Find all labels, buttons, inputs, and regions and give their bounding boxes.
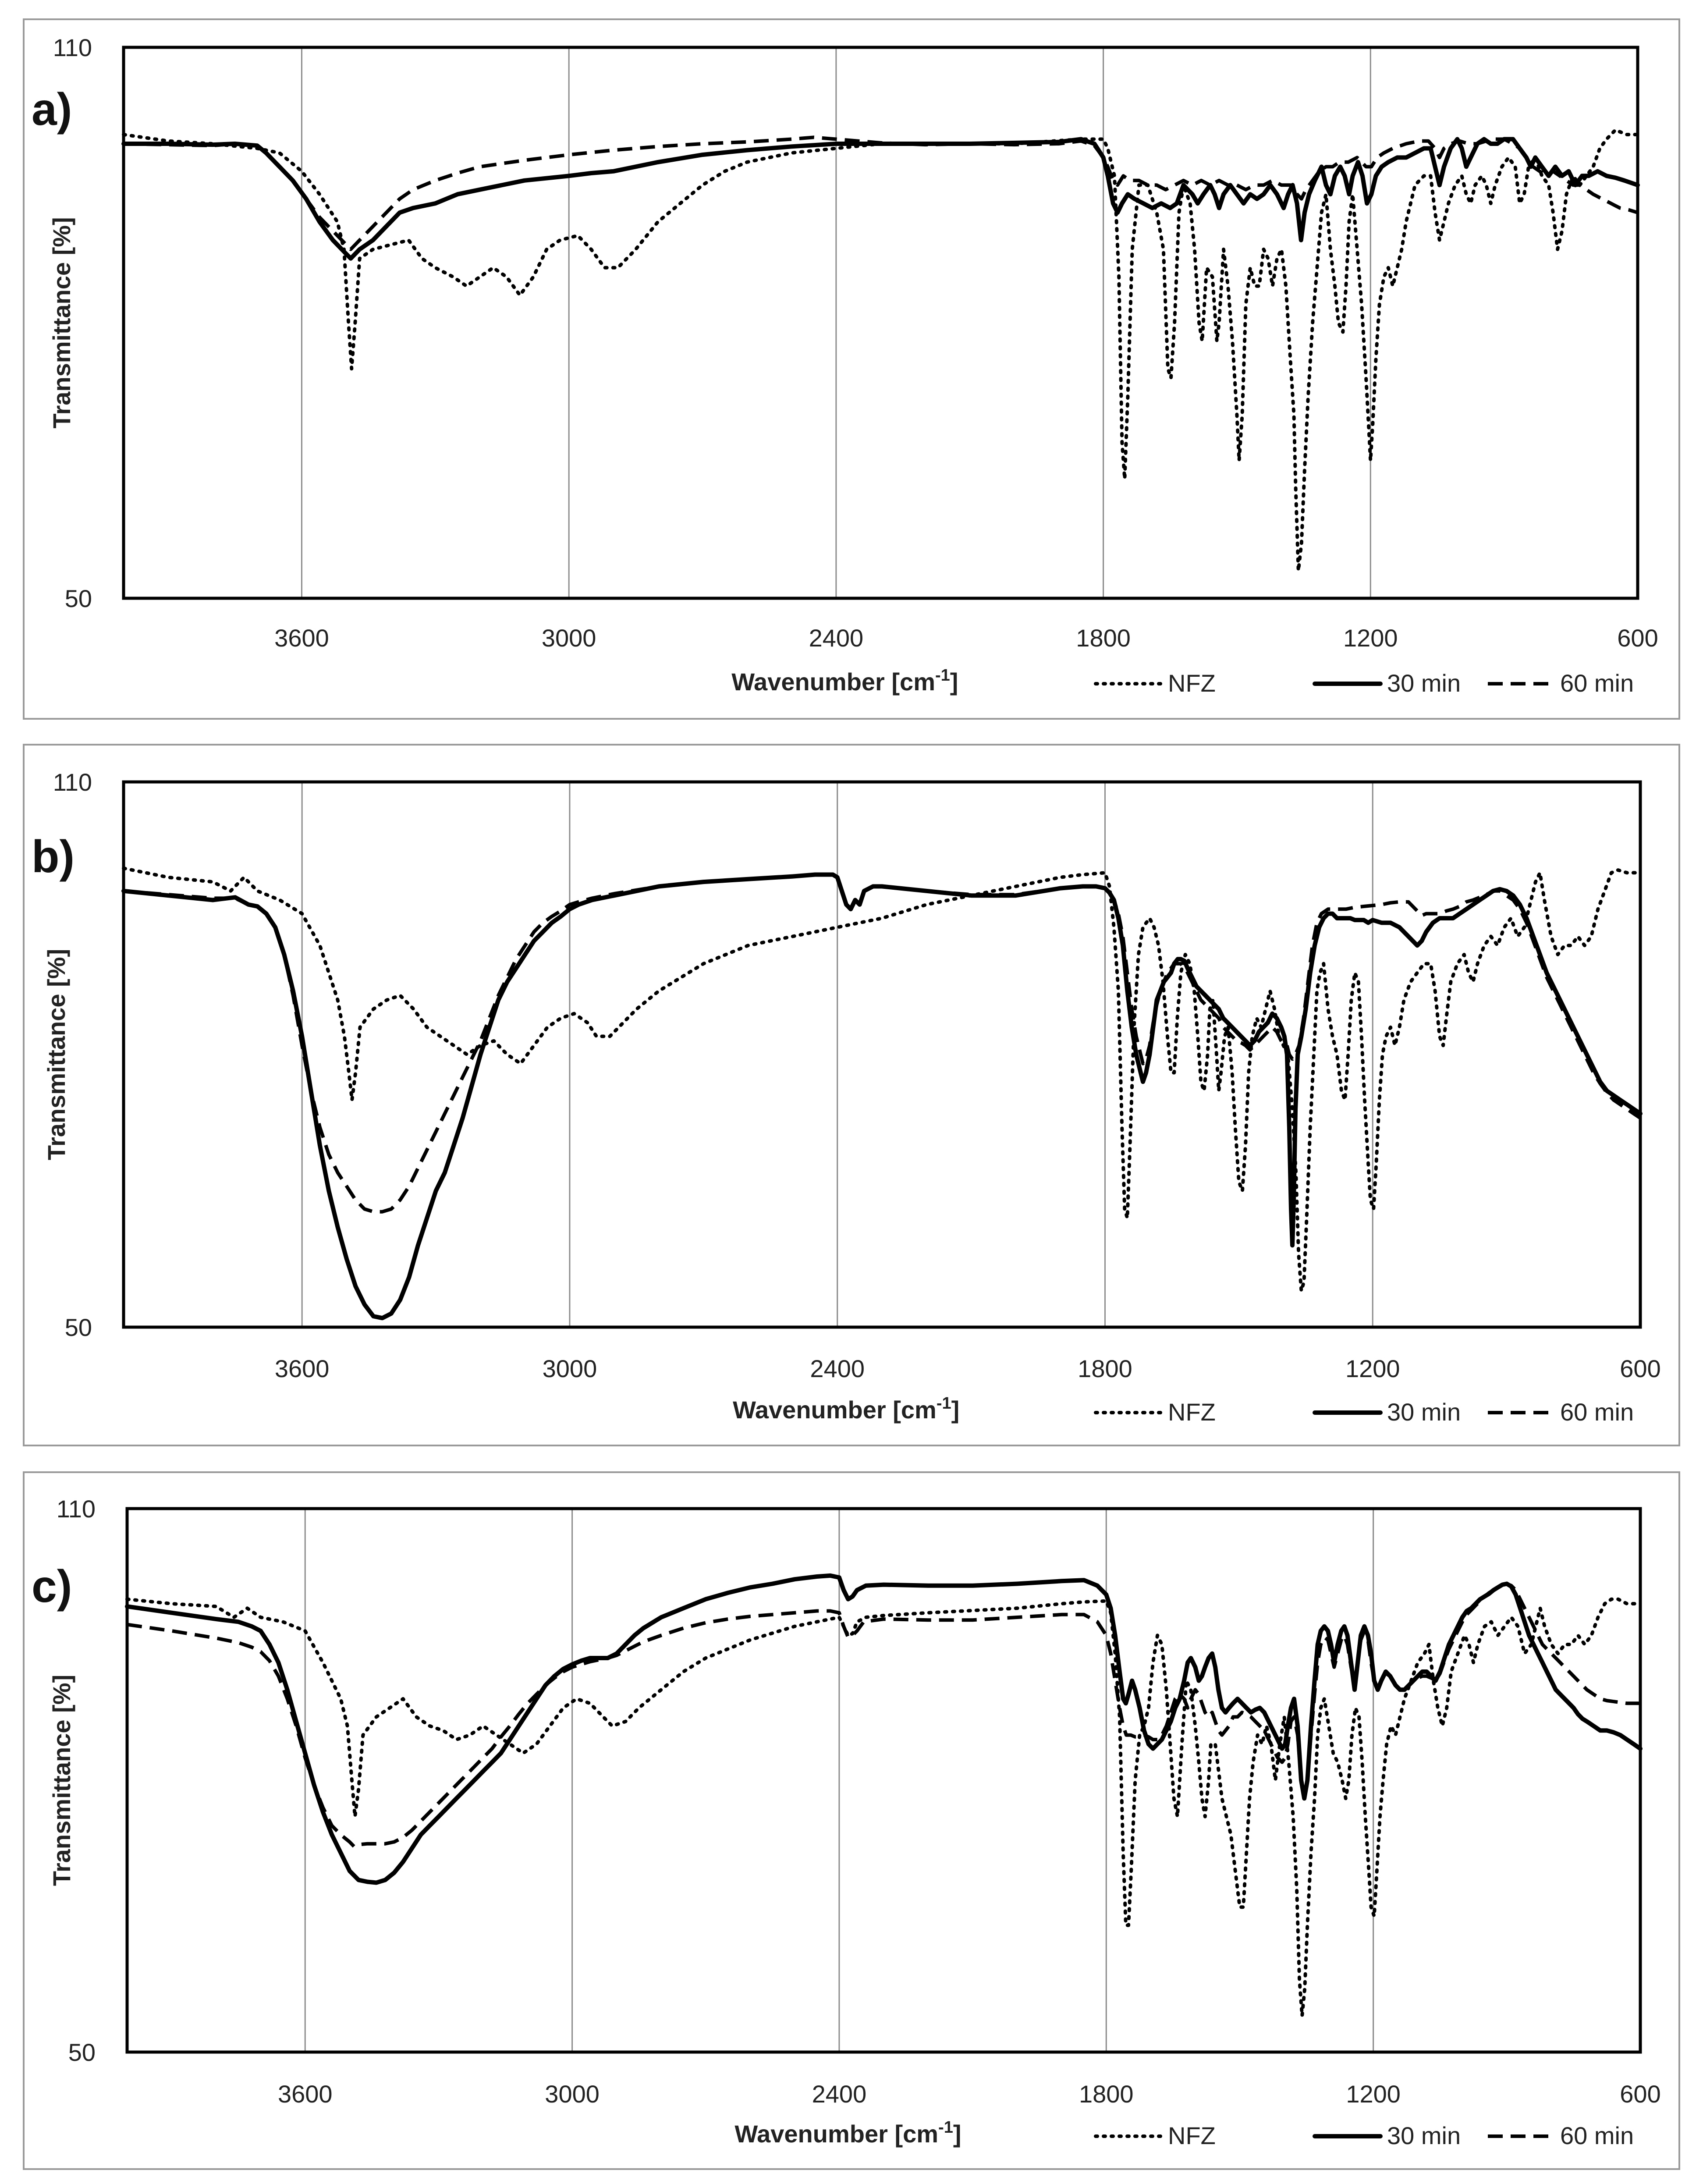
x-tick-label: 1800 [1076,624,1131,652]
y-tick-label: 110 [57,1495,96,1523]
x-tick-label: 3600 [278,2080,333,2108]
legend-label: NFZ [1168,669,1216,697]
y-axis-title: Transmittance [%] [48,1675,75,1886]
series-line-60-min [127,1582,1640,1848]
chart-panel-c: 3600 3000 2400 1800 1200 600 110 50 c) Transmitta… [32,1495,1661,2149]
x-axis-title: Wavenumber [cm-1] [734,2118,961,2148]
x-axis-title: Wavenumber [cm-1] [733,1394,959,1424]
x-tick-label: 600 [1620,1355,1660,1382]
series-line-30-min [121,872,1643,1321]
y-tick-label: 50 [65,585,92,612]
legend-label: NFZ [1168,1398,1216,1426]
x-tick-label: 1800 [1079,2080,1134,2108]
y-tick-label: 50 [65,1314,92,1341]
x-tick-label: 1200 [1343,624,1398,652]
x-axis-title: Wavenumber [cm-1] [731,666,958,696]
x-tick-label: 3600 [275,1355,330,1382]
series-line-60-min [123,135,1639,251]
x-tick-label: 3000 [542,624,596,652]
panel-b [23,744,1680,1446]
legend-label: 30 min [1387,669,1461,697]
y-tick-label: 50 [68,2038,96,2066]
plot-frame [122,780,1642,1329]
x-tick-label: 1200 [1345,1355,1400,1382]
legend-label: 60 min [1560,669,1634,697]
legend-label: NFZ [1168,2122,1216,2149]
x-tick-label: 1800 [1078,1355,1132,1382]
series-line-30-min [121,137,1640,261]
legend-label: 60 min [1560,2122,1634,2149]
x-tick-label: 1200 [1346,2080,1401,2108]
x-tick-label: 600 [1620,2080,1660,2108]
legend-label: 30 min [1387,1398,1461,1426]
panel-label: c) [32,1561,72,1612]
legend-label: 60 min [1560,1398,1634,1426]
x-tick-label: 2400 [812,2080,867,2108]
plot-frame [122,46,1639,600]
y-axis-title: Transmittance [%] [43,949,70,1160]
panel-a [23,18,1680,720]
panel-label: b) [32,831,75,882]
panel-label: a) [32,84,72,135]
series-line-nfz [122,128,1639,573]
x-tick-label: 600 [1617,624,1658,652]
plot-frame [125,1507,1642,2054]
x-tick-label: 2400 [809,624,864,652]
legend-label: 30 min [1387,2122,1461,2149]
series-line-60-min [123,873,1642,1214]
y-axis-title: Transmittance [%] [48,217,75,428]
y-tick-label: 110 [53,34,92,61]
x-tick-label: 3000 [543,1355,597,1382]
chart-panel-a: 3600 3000 2400 1800 1200 600 110 50 a) Transmitta… [32,34,1658,697]
series-line-nfz [125,1597,1642,2018]
chart-panel-b: 3600 3000 2400 1800 1200 600 110 50 b) Transmitta… [32,768,1661,1426]
series-line-30-min [125,1573,1643,1885]
series-line-nfz [122,866,1642,1293]
x-tick-label: 2400 [810,1355,865,1382]
x-tick-label: 3000 [545,2080,600,2108]
x-tick-label: 3600 [274,624,329,652]
y-tick-label: 110 [53,768,92,796]
